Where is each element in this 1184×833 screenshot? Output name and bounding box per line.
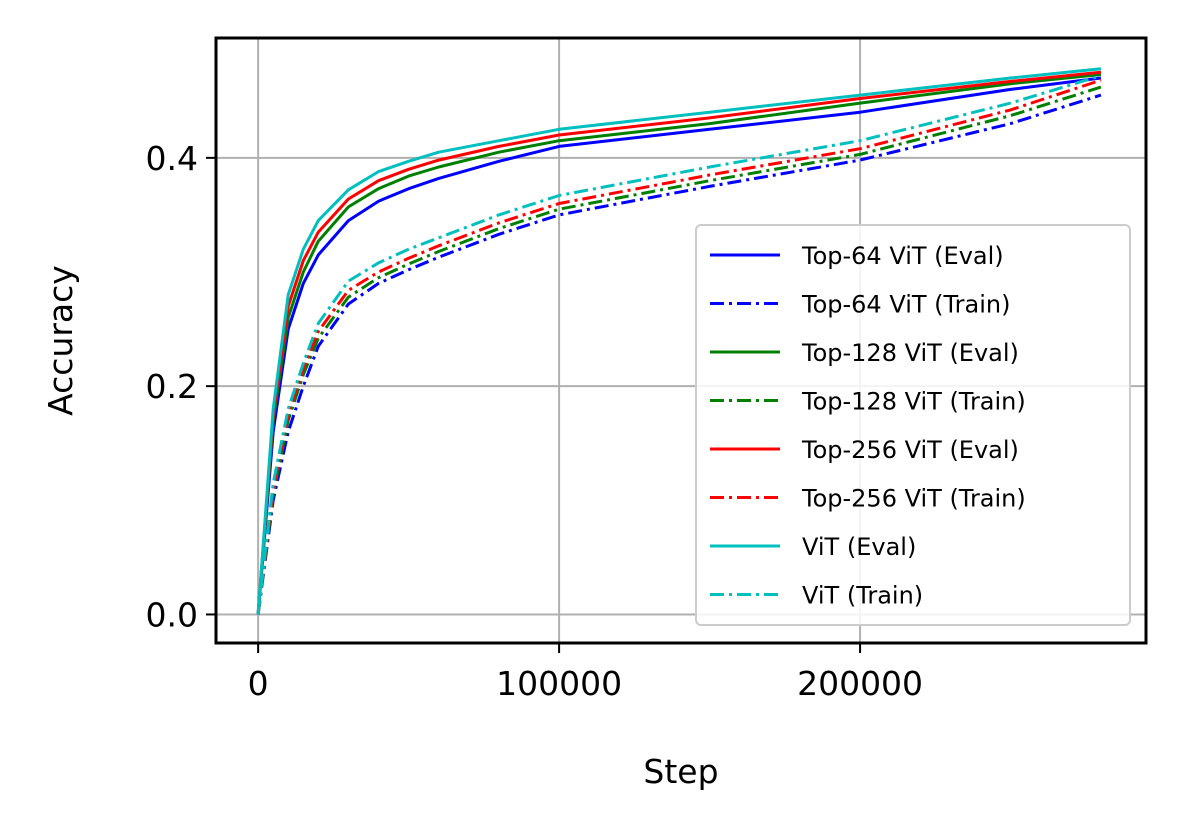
series-line-1: [256, 93, 1102, 615]
legend-label: Top-256 ViT (Train): [801, 485, 1026, 513]
legend-label: Top-64 ViT (Train): [801, 291, 1011, 319]
y-tick-label: 0.0: [146, 595, 198, 634]
legend-label: Top-64 ViT (Eval): [801, 242, 1004, 270]
series-line-2: [256, 73, 1102, 615]
series-line-4: [256, 70, 1102, 615]
y-tick-label: 0.2: [146, 367, 198, 406]
legend-label: Top-256 ViT (Eval): [801, 436, 1019, 464]
legend-label: ViT (Eval): [802, 533, 916, 561]
x-axis-label: Step: [643, 752, 718, 791]
series-line-3: [256, 85, 1102, 615]
x-tick-label: 200000: [797, 664, 923, 703]
legend-label: ViT (Train): [802, 582, 923, 610]
series-line-0: [256, 76, 1102, 615]
y-axis-ticks: 0.0 0.2 0.4: [146, 139, 216, 634]
plot-frame: [214, 36, 1148, 645]
series-line-5: [256, 78, 1102, 615]
legend-label: Top-128 ViT (Train): [801, 388, 1026, 416]
x-tick-label: 0: [248, 664, 269, 703]
plot-series: [256, 67, 1102, 615]
series-line-7: [256, 74, 1102, 615]
legend-box: [695, 224, 1131, 626]
legend: Top-64 ViT (Eval) Top-64 ViT (Train) Top-1…: [695, 224, 1131, 626]
legend-label: Top-128 ViT (Eval): [801, 339, 1019, 367]
y-axis-label: Accuracy: [41, 265, 80, 416]
series-line-6: [256, 67, 1102, 615]
y-tick-label: 0.4: [146, 139, 198, 178]
x-tick-label: 100000: [496, 664, 622, 703]
x-axis-ticks: 0 100000 200000: [248, 643, 923, 703]
